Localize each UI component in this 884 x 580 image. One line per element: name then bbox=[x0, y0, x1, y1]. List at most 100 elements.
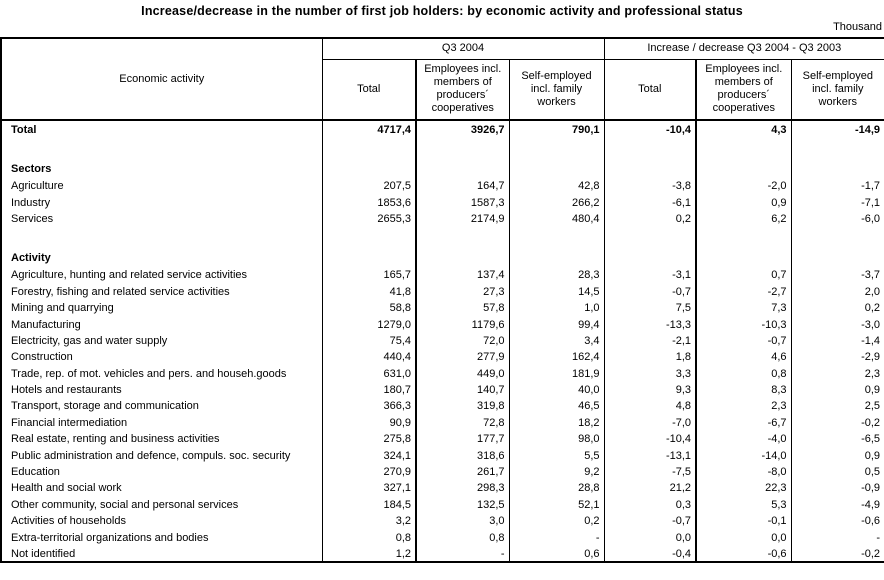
cell-value: 3,2 bbox=[322, 513, 417, 530]
cell-value: -0,2 bbox=[861, 416, 881, 429]
table-row: Financial intermediation 90,9 72,8 18,2 -7,0… bbox=[1, 414, 884, 432]
table-row: Electricity, gas and water supply 75,4 72,… bbox=[1, 332, 884, 350]
table-row: Activities of households 3,2 3,0 0,2 -0,7 -0,… bbox=[1, 513, 884, 530]
cell-value: -0,9 bbox=[861, 482, 881, 495]
cell-value: -0,7 bbox=[696, 332, 792, 350]
table-row: Construction 440,4 277,9 162,4 1,8 4,6 -2,9 bbox=[1, 349, 884, 366]
cell-value: 28,3 bbox=[509, 267, 605, 284]
cell-value: 132,5 bbox=[416, 496, 510, 514]
cell-value: -10,4 bbox=[604, 120, 698, 138]
cell-value: 4,3 bbox=[696, 120, 792, 138]
cell-value: 324,1 bbox=[322, 447, 417, 464]
table-row: Total 4717,4 3926,7 790,1 -10,4 4,3 -14,9 bbox=[1, 120, 884, 138]
cell-value: 5,3 bbox=[696, 496, 792, 514]
cell-value: -6,0 bbox=[861, 212, 881, 225]
cell-value bbox=[416, 160, 510, 178]
row-label bbox=[1, 227, 323, 250]
cell-value: 57,8 bbox=[416, 299, 510, 317]
cell-value: 21,2 bbox=[604, 480, 698, 497]
table-row: Trade, rep. of mot. vehicles and pers. a… bbox=[1, 365, 884, 382]
cell-value: -1,7 bbox=[861, 180, 881, 193]
cell-value: 0,5 bbox=[864, 466, 881, 479]
cell-value: 298,3 bbox=[416, 480, 510, 497]
table-row: Other community, social and personal ser… bbox=[1, 496, 884, 514]
column-group-increase-decrease: Increase / decrease Q3 2004 - Q3 2003 bbox=[604, 38, 884, 60]
table-row: Extra-territorial organizations and bodi… bbox=[1, 529, 884, 546]
cell-value bbox=[604, 160, 698, 178]
cell-value: -0,2 bbox=[861, 547, 881, 560]
row-label: Financial intermediation bbox=[1, 414, 323, 432]
cell-value: 41,8 bbox=[322, 283, 417, 300]
row-label: Real estate, renting and business activi… bbox=[1, 431, 323, 448]
cell-value: -10,3 bbox=[696, 316, 792, 333]
cell-value: 52,1 bbox=[509, 496, 605, 514]
cell-value: 18,2 bbox=[509, 414, 605, 432]
cell-value: 366,3 bbox=[322, 398, 417, 415]
cell-value: 5,5 bbox=[509, 447, 605, 464]
cell-value: 277,9 bbox=[416, 349, 510, 366]
table-row: Industry 1853,6 1587,3 266,2 -6,1 0,9 -7,1 bbox=[1, 194, 884, 211]
cell-value: 0,0 bbox=[696, 529, 792, 546]
column-header-inc-self-employed: Self-employed incl. family workers bbox=[802, 69, 873, 108]
cell-value: 0,9 bbox=[696, 194, 792, 211]
cell-value: -0,6 bbox=[696, 545, 792, 563]
statistics-table: Economic activity Q3 2004 Increase / dec… bbox=[0, 37, 884, 564]
table-row: Services 2655,3 2174,9 480,4 0,2 6,2 -6,0 bbox=[1, 210, 884, 228]
cell-value: -2,7 bbox=[696, 283, 792, 300]
row-label: Industry bbox=[1, 194, 323, 211]
cell-value: 0,3 bbox=[604, 496, 698, 514]
table-row: Agriculture 207,5 164,7 42,8 -3,8 -2,0 -1,7 bbox=[1, 178, 884, 195]
row-label: Hotels and restaurants bbox=[1, 381, 323, 399]
cell-value: 1179,6 bbox=[416, 316, 510, 333]
cell-value: 270,9 bbox=[322, 463, 417, 481]
table-row: Health and social work 327,1 298,3 28,8 21,2… bbox=[1, 480, 884, 497]
cell-value: 98,0 bbox=[509, 431, 605, 448]
row-label: Forestry, fishing and related service ac… bbox=[1, 283, 323, 300]
cell-value: -13,3 bbox=[604, 316, 698, 333]
table-row: Transport, storage and communication 366,… bbox=[1, 398, 884, 415]
row-label: Electricity, gas and water supply bbox=[1, 332, 323, 350]
cell-value: -14,9 bbox=[854, 123, 881, 136]
cell-value: -10,4 bbox=[604, 431, 698, 448]
cell-value: 9,3 bbox=[604, 381, 698, 399]
cell-value: -13,1 bbox=[604, 447, 698, 464]
row-label: Agriculture bbox=[1, 178, 323, 195]
cell-value: 1853,6 bbox=[322, 194, 417, 211]
cell-value: 0,9 bbox=[864, 384, 881, 397]
cell-value: 4717,4 bbox=[322, 120, 417, 138]
cell-value: 207,5 bbox=[322, 178, 417, 195]
cell-value: 40,0 bbox=[509, 381, 605, 399]
cell-value: 2,3 bbox=[696, 398, 792, 415]
cell-value: 164,7 bbox=[416, 178, 510, 195]
cell-value: 184,5 bbox=[322, 496, 417, 514]
cell-value: 631,0 bbox=[322, 365, 417, 382]
cell-value bbox=[696, 138, 792, 160]
cell-value bbox=[604, 249, 698, 268]
table-row: Real estate, renting and business activi… bbox=[1, 431, 884, 448]
row-label: Mining and quarrying bbox=[1, 299, 323, 317]
table-body: Total 4717,4 3926,7 790,1 -10,4 4,3 -14,9 Secto… bbox=[1, 120, 884, 563]
cell-value: 72,8 bbox=[416, 414, 510, 432]
table-row bbox=[1, 138, 884, 160]
cell-value: 181,9 bbox=[509, 365, 605, 382]
column-header-economic-activity: Economic activity bbox=[1, 38, 323, 120]
cell-value bbox=[509, 249, 605, 268]
cell-value: 58,8 bbox=[322, 299, 417, 317]
cell-value bbox=[604, 227, 698, 250]
cell-value bbox=[322, 160, 417, 178]
table-row: Education 270,9 261,7 9,2 -7,5 -8,0 0,5 bbox=[1, 463, 884, 481]
cell-value: 261,7 bbox=[416, 463, 510, 481]
cell-value: - bbox=[416, 545, 510, 563]
cell-value: 319,8 bbox=[416, 398, 510, 415]
row-label: Other community, social and personal ser… bbox=[1, 496, 323, 514]
cell-value: 1587,3 bbox=[416, 194, 510, 211]
cell-value: 0,8 bbox=[696, 365, 792, 382]
cell-value: 440,4 bbox=[322, 349, 417, 366]
cell-value: 99,4 bbox=[509, 316, 605, 333]
cell-value bbox=[696, 160, 792, 178]
page-title: Increase/decrease in the number of first… bbox=[141, 4, 743, 18]
table-row bbox=[1, 227, 884, 250]
cell-value: 0,9 bbox=[864, 449, 881, 462]
cell-value: 480,4 bbox=[509, 210, 605, 228]
cell-value: -3,0 bbox=[861, 318, 881, 331]
